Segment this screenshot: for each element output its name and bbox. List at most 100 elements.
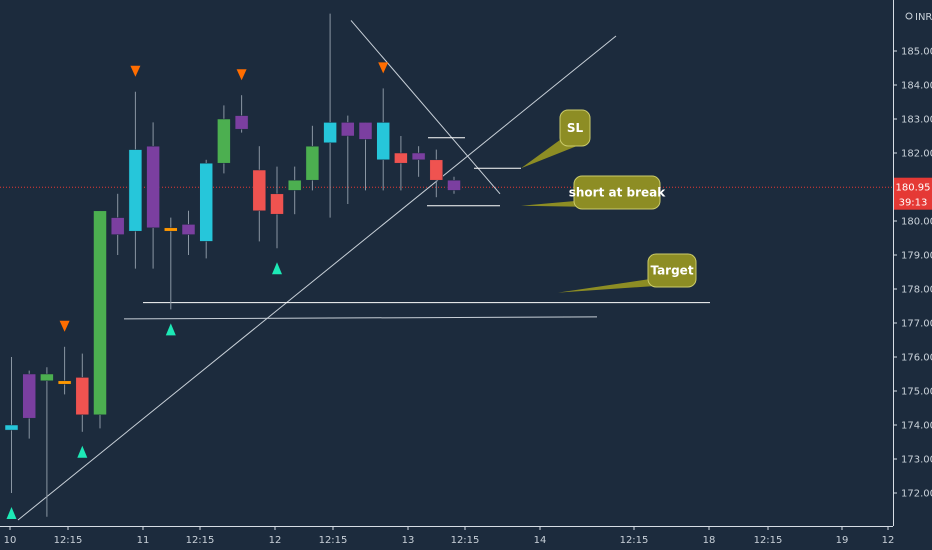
candle-body bbox=[358, 122, 373, 140]
candle-body bbox=[394, 152, 408, 164]
markers-layer bbox=[6, 62, 389, 519]
uptrend-line bbox=[17, 35, 617, 521]
candle bbox=[270, 166, 284, 249]
last-price-tag-bg bbox=[894, 177, 932, 210]
time-ticks: 10 12:15 11 12:15 12 12:15 13 12:15 14 12:15 18 12:… bbox=[4, 526, 894, 546]
down-arrow-icon bbox=[236, 69, 247, 81]
candle bbox=[164, 217, 178, 310]
last-price-tag: 180.95 39:13 bbox=[894, 177, 932, 210]
time-tick-label: 11 bbox=[137, 535, 150, 546]
price-tick-label: 184.00 bbox=[901, 81, 932, 92]
candle-body bbox=[323, 122, 337, 144]
candle bbox=[287, 166, 302, 215]
candles-layer bbox=[4, 13, 461, 517]
candle bbox=[376, 88, 390, 191]
candle-body bbox=[93, 210, 107, 416]
candle bbox=[429, 149, 444, 198]
time-tick-label: 14 bbox=[534, 535, 547, 546]
price-tick-label: 178.00 bbox=[901, 285, 932, 296]
candle bbox=[411, 146, 426, 177]
currency-label[interactable]: INR bbox=[905, 12, 932, 23]
candle bbox=[323, 13, 337, 218]
candle bbox=[128, 91, 143, 269]
price-tick-label: 185.00 bbox=[901, 47, 932, 58]
time-tick-label: 12 bbox=[269, 535, 282, 546]
time-tick-label: 12:15 bbox=[620, 535, 649, 546]
candle bbox=[40, 367, 54, 517]
candle-body bbox=[429, 159, 444, 181]
price-tick-label: 174.00 bbox=[901, 421, 932, 432]
candle-body bbox=[305, 145, 320, 181]
time-tick-label: 12:15 bbox=[451, 535, 480, 546]
price-tick-label: 172.00 bbox=[901, 489, 932, 500]
time-tick-label: 12:15 bbox=[54, 535, 83, 546]
candle-body bbox=[199, 162, 213, 242]
price-tick-label: 177.00 bbox=[901, 319, 932, 330]
time-tick-label: 12:15 bbox=[186, 535, 215, 546]
candle bbox=[217, 105, 231, 174]
candle bbox=[22, 370, 36, 439]
target-callout-box bbox=[647, 253, 697, 288]
candle-body bbox=[146, 145, 160, 229]
sl-callout-text: SL bbox=[567, 121, 584, 135]
sl-callout[interactable]: SL bbox=[521, 109, 591, 169]
drawings-layer bbox=[17, 20, 710, 521]
candle bbox=[146, 122, 160, 269]
short-callout[interactable]: short at break bbox=[521, 175, 667, 210]
time-tick-label: 18 bbox=[703, 535, 716, 546]
up-arrow-icon bbox=[77, 445, 88, 458]
candle-body bbox=[75, 377, 90, 416]
price-tick-label: 182.00 bbox=[901, 149, 932, 160]
time-tick-label: 12:15 bbox=[754, 535, 783, 546]
candle-body bbox=[181, 224, 196, 235]
candle bbox=[199, 159, 213, 259]
candle-body bbox=[110, 217, 125, 235]
candle bbox=[93, 210, 107, 429]
price-tick-label: 175.00 bbox=[901, 387, 932, 398]
candle bbox=[305, 125, 320, 191]
candle-body bbox=[234, 115, 249, 130]
candle bbox=[341, 115, 355, 204]
candle bbox=[181, 210, 196, 255]
candle-body bbox=[447, 179, 461, 191]
time-tick-label: 19 bbox=[836, 535, 849, 546]
time-tick-label: 13 bbox=[402, 535, 415, 546]
short-callout-text: short at break bbox=[569, 186, 667, 200]
candle-body bbox=[40, 373, 54, 382]
candle-body bbox=[270, 193, 284, 215]
price-tick-label: 180.00 bbox=[901, 217, 932, 228]
candle bbox=[110, 193, 125, 255]
candle-body bbox=[128, 149, 143, 232]
target-callout-text: Target bbox=[650, 264, 693, 278]
target-lower-line bbox=[123, 316, 598, 320]
candle-body bbox=[22, 373, 36, 419]
target-callout-pointer bbox=[558, 278, 670, 293]
candle-body bbox=[164, 227, 178, 232]
candle-body bbox=[57, 380, 72, 385]
time-tick-label: 12:15 bbox=[319, 535, 348, 546]
up-arrow-icon bbox=[165, 323, 176, 336]
price-tick-label: 183.00 bbox=[901, 115, 932, 126]
target-callout[interactable]: Target bbox=[558, 253, 697, 293]
price-tick-label: 176.00 bbox=[901, 353, 932, 364]
candle bbox=[234, 95, 249, 133]
callouts-layer: SL short at break Target bbox=[521, 109, 697, 293]
short-callout-box bbox=[573, 175, 661, 210]
candle bbox=[252, 146, 267, 242]
price-tick-label: 179.00 bbox=[901, 251, 932, 262]
up-arrow-icon bbox=[272, 262, 282, 275]
candle-body bbox=[287, 179, 302, 191]
candle bbox=[4, 357, 19, 493]
candle bbox=[447, 176, 461, 194]
down-arrow-icon bbox=[59, 320, 70, 332]
time-tick-label: 10 bbox=[4, 535, 17, 546]
currency-label-text: INR bbox=[915, 12, 932, 23]
candle-body bbox=[252, 169, 267, 212]
price-tick-label: 173.00 bbox=[901, 455, 932, 466]
last-price-countdown: 39:13 bbox=[899, 198, 928, 209]
last-price-value: 180.95 bbox=[896, 183, 931, 194]
up-arrow-icon bbox=[6, 507, 17, 519]
